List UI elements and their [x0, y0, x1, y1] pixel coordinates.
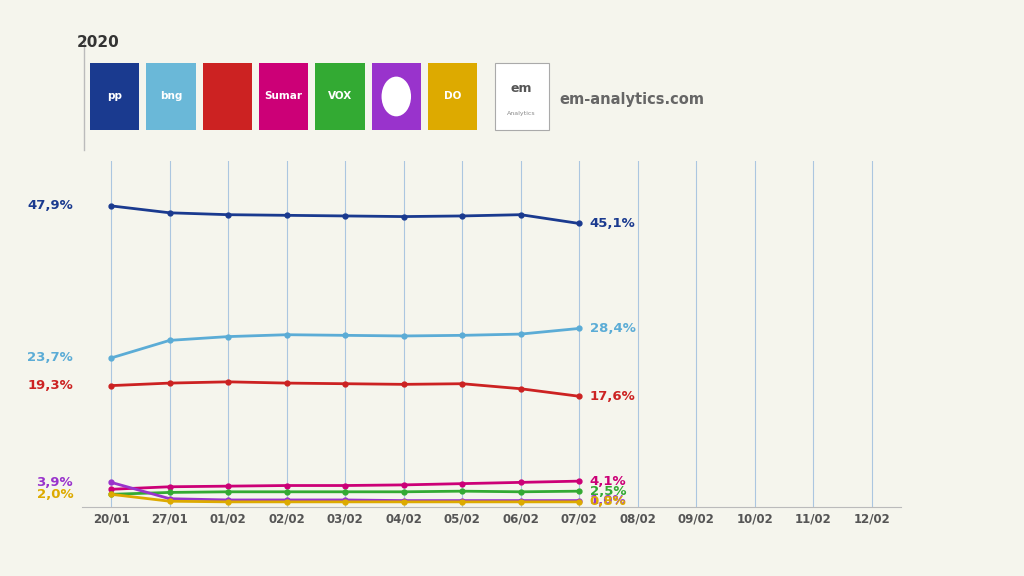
Text: 45,1%: 45,1%: [590, 217, 636, 230]
Text: pp: pp: [108, 92, 122, 101]
Text: 4,1%: 4,1%: [590, 475, 627, 488]
Text: em: em: [511, 82, 532, 95]
Text: 23,7%: 23,7%: [28, 351, 73, 365]
Text: DO: DO: [444, 92, 461, 101]
Text: 2,5%: 2,5%: [590, 484, 627, 498]
Text: 1,0%: 1,0%: [590, 494, 627, 507]
Text: 2020: 2020: [77, 35, 120, 50]
Text: 19,3%: 19,3%: [28, 379, 73, 392]
Text: bng: bng: [160, 92, 182, 101]
Text: Sumar: Sumar: [264, 92, 303, 101]
Text: Analytics: Analytics: [508, 111, 536, 116]
Text: 3,9%: 3,9%: [37, 476, 73, 489]
Text: 17,6%: 17,6%: [590, 390, 636, 403]
Text: 2,0%: 2,0%: [37, 488, 73, 501]
Text: 0,8%: 0,8%: [590, 495, 627, 509]
Text: VOX: VOX: [328, 92, 352, 101]
Text: em-analytics.com: em-analytics.com: [559, 92, 705, 107]
Text: 28,4%: 28,4%: [590, 322, 636, 335]
Text: 47,9%: 47,9%: [28, 199, 73, 213]
